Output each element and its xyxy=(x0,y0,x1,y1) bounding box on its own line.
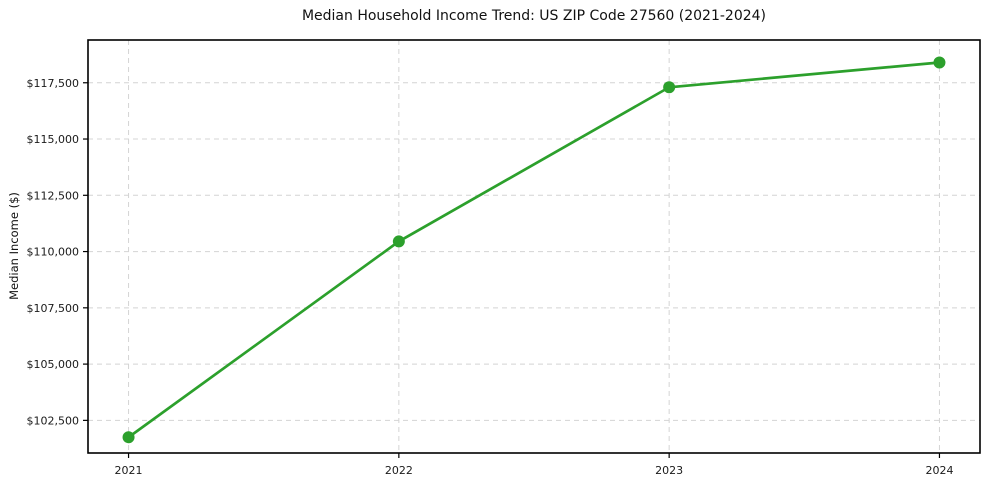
y-tick-label: $112,500 xyxy=(27,189,80,202)
y-tick-label: $102,500 xyxy=(27,414,80,427)
data-point-2024 xyxy=(933,56,946,69)
x-tick-label: 2023 xyxy=(655,464,683,477)
y-tick-label: $105,000 xyxy=(27,358,80,371)
x-tick-label: 2021 xyxy=(115,464,143,477)
data-point-2023 xyxy=(663,81,676,94)
chart-title: Median Household Income Trend: US ZIP Co… xyxy=(301,8,767,24)
trend-line xyxy=(127,61,941,439)
data-point-2021 xyxy=(122,431,135,444)
data-point-2022 xyxy=(392,235,405,248)
y-tick-label: $117,500 xyxy=(27,77,80,90)
x-tick-label: 2024 xyxy=(925,464,953,477)
axes-frame xyxy=(87,39,981,454)
y-tick-label: $107,500 xyxy=(27,302,80,315)
x-tick-label: 2022 xyxy=(385,464,413,477)
y-tick-label: $110,000 xyxy=(27,246,80,259)
y-tick-label: $115,000 xyxy=(27,133,80,146)
